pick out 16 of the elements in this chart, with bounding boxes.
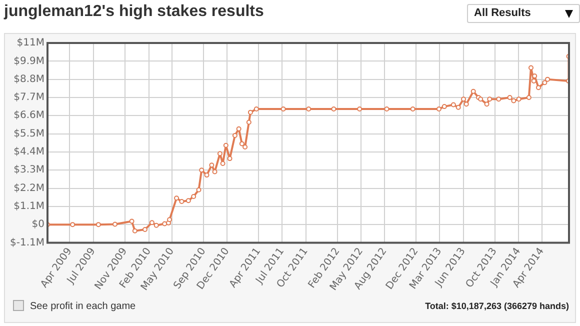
y-tick-label: $2.2M (14, 182, 44, 194)
y-tick-label: $11M (16, 38, 44, 49)
y-tick-label: $5.5M (14, 128, 44, 140)
y-tick-label: $3.3M (14, 164, 44, 176)
y-tick-label: $0 (32, 219, 44, 230)
y-tick-label: $1.1M (14, 201, 44, 212)
chart-title: jungleman12's high stakes results (4, 3, 264, 21)
text: See profit in each game (30, 301, 136, 312)
y-tick-label: $9.9M (14, 56, 44, 67)
y-tick-label: $4.4M (14, 146, 44, 158)
y-tick-label: $-1.1M (10, 237, 44, 248)
y-tick-label: $8.8M (14, 74, 44, 85)
y-tick-label: $7.7M (14, 92, 44, 104)
text: Total: $10,187,263 (366279 hands) (425, 301, 569, 311)
text: All Results (474, 7, 531, 19)
y-tick-label: $6.6M (14, 110, 44, 122)
